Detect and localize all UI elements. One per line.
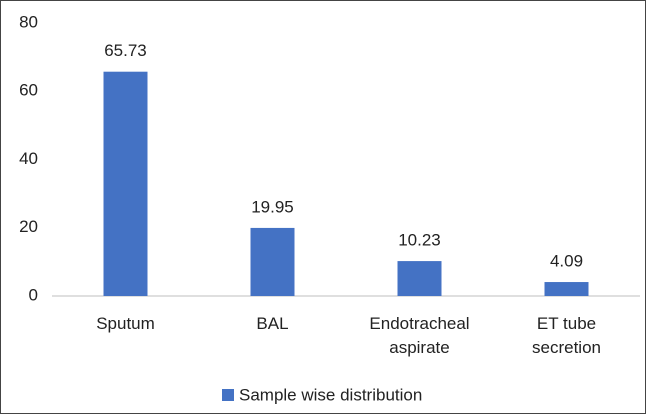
y-tick-label: 60 xyxy=(19,81,38,100)
data-label: 4.09 xyxy=(550,252,583,271)
x-tick-label: ET tube secretion xyxy=(532,314,601,357)
data-label: 65.73 xyxy=(104,41,147,60)
y-tick-label: 20 xyxy=(19,217,38,236)
x-tick-label: BAL xyxy=(256,314,289,333)
legend-swatch xyxy=(222,389,234,401)
legend-label: Sample wise distribution xyxy=(239,385,422,404)
y-tick-label: 80 xyxy=(19,12,38,31)
bar xyxy=(250,227,295,296)
bar xyxy=(544,282,589,296)
x-tick-label: Sputum xyxy=(96,314,155,333)
x-tick-label: Endotracheal aspirate xyxy=(369,314,470,357)
bar xyxy=(103,71,148,296)
data-label: 10.23 xyxy=(398,231,441,250)
y-tick-label: 0 xyxy=(29,285,38,304)
bar xyxy=(397,261,442,296)
y-tick-label: 40 xyxy=(19,149,38,168)
data-label: 19.95 xyxy=(251,197,294,216)
